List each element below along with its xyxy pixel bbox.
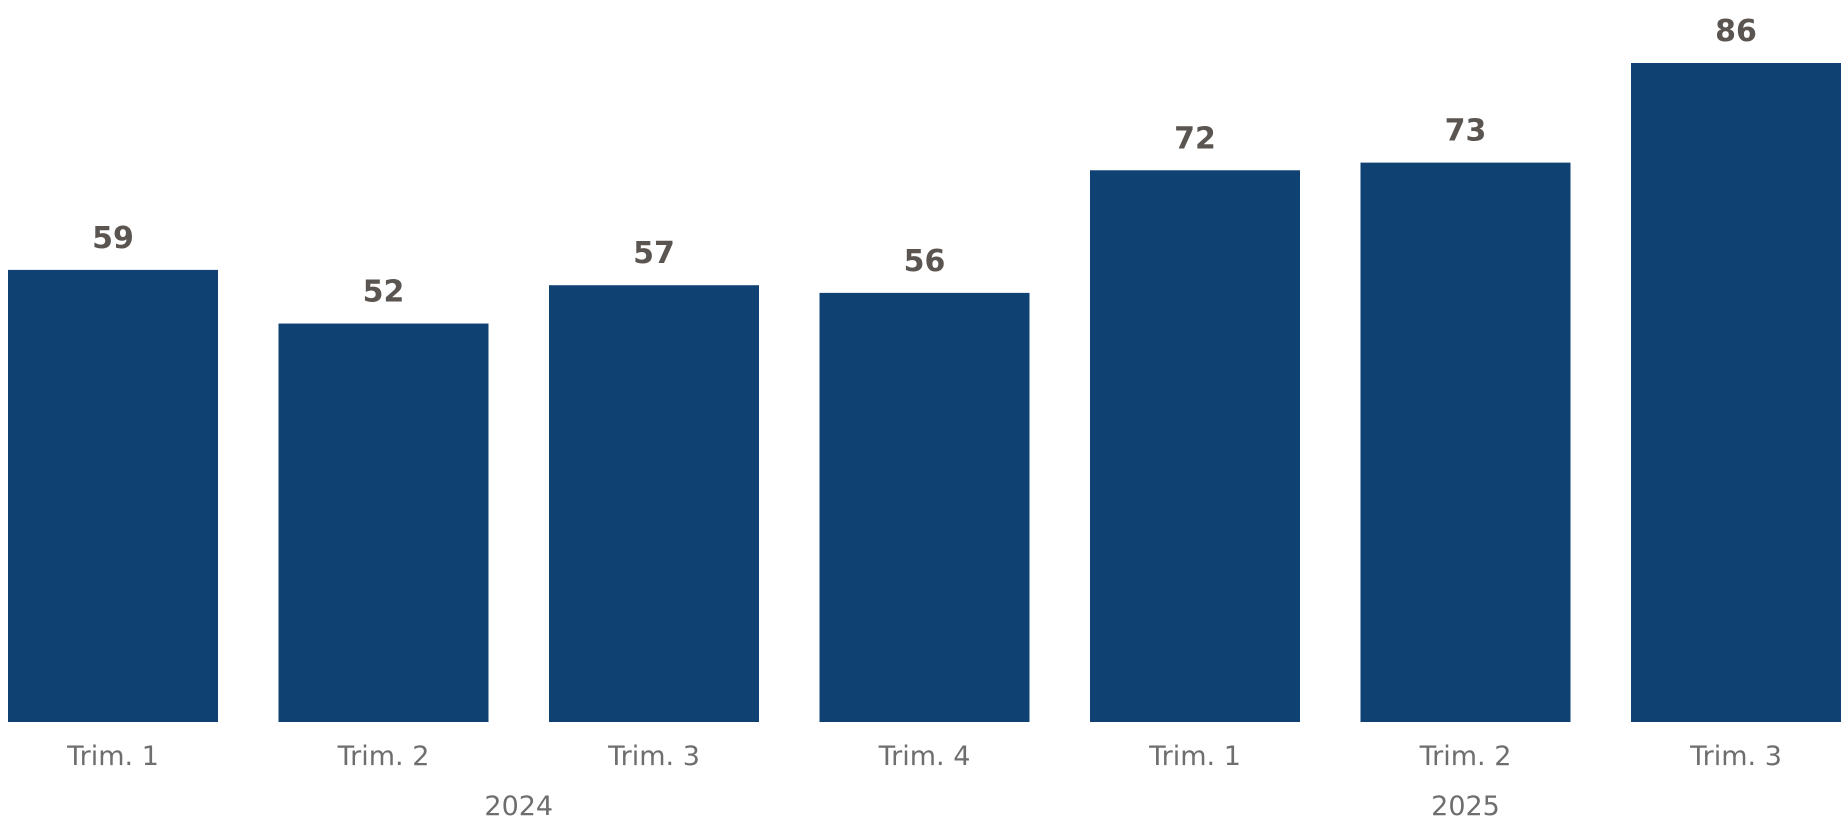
bar-3	[549, 285, 759, 722]
bar-7	[1631, 63, 1841, 722]
bar-1	[8, 269, 218, 722]
x-tick-label-1: Trim. 1	[66, 741, 159, 772]
x-tick-label-7: Trim. 3	[1689, 741, 1782, 772]
x-group-label-2024: 2024	[484, 791, 553, 818]
data-label-1: 59	[92, 221, 134, 256]
data-labels-layer: 59 52 57 56 72 73 86	[92, 14, 1757, 310]
data-label-3: 57	[633, 236, 675, 271]
bar-4	[819, 292, 1030, 722]
data-label-7: 86	[1715, 14, 1757, 49]
x-tick-label-6: Trim. 2	[1419, 741, 1512, 772]
x-tick-labels-layer: Trim. 1 Trim. 2 Trim. 3 Trim. 4 Trim. 1 Trim.…	[66, 741, 1782, 772]
bars-layer	[8, 63, 1841, 723]
bar-6	[1360, 162, 1571, 722]
x-tick-label-2: Trim. 2	[337, 741, 430, 772]
data-label-6: 73	[1445, 114, 1487, 149]
x-tick-label-3: Trim. 3	[607, 741, 700, 772]
data-label-5: 72	[1174, 121, 1216, 156]
x-group-label-2025: 2025	[1431, 791, 1500, 818]
bar-5	[1090, 170, 1300, 723]
data-label-4: 56	[904, 244, 946, 279]
data-label-2: 52	[363, 275, 405, 310]
x-tick-label-4: Trim. 4	[878, 741, 971, 772]
bar-2	[278, 323, 489, 722]
x-group-labels-layer: 2024 2025	[484, 791, 1499, 818]
x-tick-label-5: Trim. 1	[1148, 741, 1241, 772]
